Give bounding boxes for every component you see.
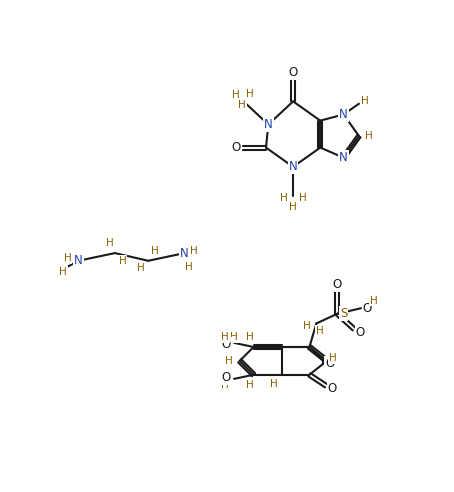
Text: H: H (303, 321, 311, 331)
Text: H: H (225, 356, 233, 366)
Text: H: H (190, 246, 198, 256)
Text: H: H (360, 95, 368, 106)
Text: H: H (280, 193, 288, 203)
Text: H: H (316, 326, 323, 336)
Text: N: N (264, 118, 273, 131)
Text: H: H (64, 253, 71, 264)
Text: N: N (289, 160, 297, 173)
Text: H: H (329, 353, 336, 363)
Text: O: O (325, 357, 334, 370)
Text: H: H (238, 100, 246, 110)
Text: O: O (231, 141, 241, 154)
Text: H: H (185, 262, 193, 272)
Text: H: H (230, 332, 238, 342)
Text: N: N (74, 254, 83, 267)
Text: N: N (180, 246, 189, 260)
Text: H: H (246, 332, 254, 342)
Text: H: H (151, 246, 158, 256)
Text: H: H (270, 379, 278, 389)
Text: O: O (355, 326, 365, 338)
Text: O: O (222, 371, 231, 384)
Text: H: H (246, 380, 254, 390)
Text: O: O (222, 338, 231, 351)
Text: O: O (288, 66, 298, 79)
Text: H: H (365, 131, 373, 141)
Text: H: H (289, 202, 297, 212)
Text: H: H (370, 296, 377, 306)
Text: H: H (232, 90, 240, 100)
Text: H: H (137, 264, 144, 274)
Text: O: O (328, 382, 337, 396)
Text: N: N (339, 108, 348, 121)
Text: O: O (333, 278, 342, 291)
Text: H: H (59, 267, 67, 277)
Text: H: H (246, 89, 254, 99)
Text: H: H (221, 332, 229, 342)
Text: H: H (106, 238, 114, 248)
Text: O: O (363, 302, 372, 315)
Text: H: H (119, 256, 127, 266)
Text: H: H (221, 380, 229, 390)
Text: S: S (340, 308, 347, 320)
Text: N: N (339, 151, 348, 164)
Text: H: H (299, 193, 306, 203)
